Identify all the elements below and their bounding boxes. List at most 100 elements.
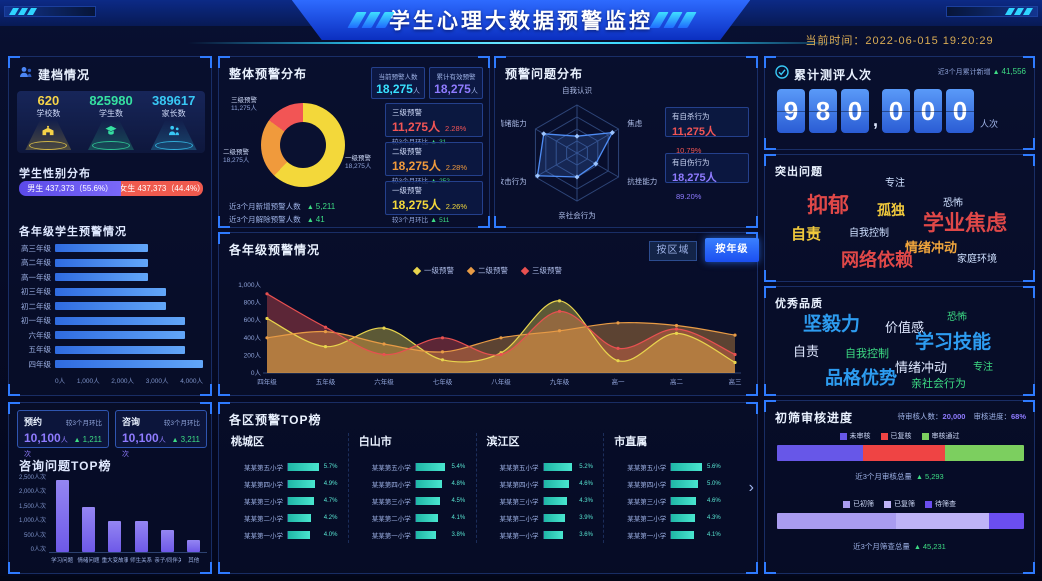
school-label: 某某第三小学 <box>499 498 539 506</box>
warning-card: 三级预警 11,275人 2.28% 较3个月环比▲31 <box>385 103 483 146</box>
school-label: 某某第五小学 <box>627 464 667 472</box>
bar <box>288 530 310 539</box>
bar <box>55 331 185 340</box>
stack-segment <box>777 445 864 461</box>
stat-label: 学生数 <box>99 109 123 118</box>
bar-pct: 4.1% <box>707 531 721 538</box>
warn-pct: 2.28% <box>445 163 467 172</box>
svg-text:高三: 高三 <box>729 377 743 386</box>
bar <box>415 462 446 471</box>
panel-qualities-cloud: 优秀品质 坚毅力 价值感 恐怖 学习技能 自责 自我控制 情绪冲动 专注 品格优势 亲社会行为 <box>764 286 1035 396</box>
flip-digit: 0 <box>946 89 975 133</box>
radar-stat-pct: 10.79% <box>676 146 702 155</box>
list-item: 某某第二小学 4.1% <box>359 509 468 526</box>
bar-pct: 4.5% <box>451 497 466 504</box>
table-row: 四年级 <box>19 357 203 372</box>
bar-pct: 4.8% <box>451 480 466 487</box>
bar-label: 初三年级 <box>21 287 51 297</box>
cloud-word: 亲社会行为 <box>911 378 966 390</box>
bar <box>543 513 565 522</box>
school-label: 某某第二小学 <box>244 515 283 523</box>
school-label: 某某第二小学 <box>371 515 411 523</box>
radar-stat-label: 有自伤行为 <box>672 158 710 167</box>
consult-top-chart: 2,500人次 2,000人次 1,500人次 1,000人次 500人次 0人次 学习问题… <box>17 473 207 569</box>
bar-track <box>414 496 449 505</box>
bar <box>543 496 568 505</box>
problems-title: 突出问题 <box>775 166 823 178</box>
legend-item: 三级预警 <box>520 265 562 276</box>
cloud-word: 专注 <box>885 178 905 189</box>
bar <box>543 479 569 488</box>
radar-stat-card: 有自伤行为 18,275人 89.20% <box>665 153 749 201</box>
panel-cumulative: 累计测评人次 近3个月累计新增 ▲ 41,556 9 8 0, 0 0 0 人次 <box>764 56 1035 150</box>
card-title: 咨询 <box>122 417 141 427</box>
warn-label: 二级预警 <box>392 147 422 156</box>
donut-label: 一级预警 18,275人 <box>345 155 372 170</box>
table-row: 高一年级 <box>19 270 203 285</box>
list-item: 某某第四小学 4.8% <box>359 475 468 492</box>
x-tick: 0人 <box>55 377 66 385</box>
cloud-word: 情绪冲动 <box>895 360 948 375</box>
filing-stat: 825980 学生数 <box>80 91 143 153</box>
svg-text:0人: 0人 <box>251 369 262 377</box>
bar-label: 六年级 <box>28 330 52 340</box>
cloud-word: 自我控制 <box>849 228 889 239</box>
warning-card: 二级预警 18,275人 2.28% 较3个月环比▲252 <box>385 142 483 185</box>
school-label: 某某第三小学 <box>371 498 411 506</box>
bar-track <box>55 244 203 253</box>
filing-stat: 620 学校数 <box>17 91 80 153</box>
bar <box>288 462 320 471</box>
legend-item: 一级预警 <box>412 265 454 276</box>
review-stack-bar-2 <box>777 513 1024 529</box>
trend-toggle-inactive[interactable]: 按区域 <box>649 241 697 261</box>
bar-label: 初二年级 <box>21 301 51 311</box>
y-tick: 1,000人次 <box>18 518 46 525</box>
bar-pct: 4.7% <box>323 497 338 504</box>
trend-toggle-active[interactable]: 按年级 <box>705 238 759 262</box>
stack-segment <box>989 513 1024 529</box>
bar <box>55 287 166 296</box>
bar-track <box>542 496 577 505</box>
warn-label: 一级预警 <box>392 186 422 195</box>
bar <box>671 479 699 488</box>
school-label: 某某第五小学 <box>371 464 411 472</box>
bar <box>671 462 702 471</box>
cloud-word: 抑郁 <box>807 194 849 217</box>
panel-district-top: 各区预警TOP榜 桃城区 某某第五小学 5.7% 某某第四小学 4.9% 某某第三小学… <box>218 402 758 574</box>
svg-text:600人: 600人 <box>244 316 262 324</box>
chevron-right-icon[interactable]: › <box>748 479 754 496</box>
donut-label: 三级预警 11,275人 <box>231 97 257 112</box>
trend-legend: 一级预警 二级预警 三级预警 <box>219 265 757 276</box>
bar-pct: 4.2% <box>323 514 338 521</box>
warning-donut-chart <box>261 103 345 187</box>
school-label: 某某第四小学 <box>627 481 667 489</box>
bar-pct: 4.3% <box>579 497 593 504</box>
school-label: 某某第二小学 <box>499 515 539 523</box>
bar-label: 高三年级 <box>21 243 51 253</box>
radar-title: 预警问题分布 <box>505 67 584 81</box>
list-item: 某某第一小学 4.0% <box>231 526 340 543</box>
filing-stat: 389617 家长数 <box>142 91 205 153</box>
trend-title: 各年级预警情况 <box>229 243 321 257</box>
filing-stats: 620 学校数 825980 学生数 389617 家长数 <box>17 91 205 153</box>
pending-value: 20,000 <box>942 412 966 421</box>
bar-track <box>55 273 203 282</box>
radar-stat-pct: 89.20% <box>676 192 702 201</box>
up-arrow-icon: ▲ <box>992 69 1000 76</box>
x-tick: 其他 <box>188 558 200 564</box>
svg-text:六年级: 六年级 <box>374 377 394 386</box>
radar-stat-value: 11,275人 <box>672 126 717 138</box>
flip-digit: 8 <box>809 89 837 133</box>
district-group: 市直属 某某第五小学 5.6% 某某第四小学 5.0% 某某第三小学 4.6% 某某第二… <box>603 433 731 543</box>
y-tick: 1,500人次 <box>18 503 46 510</box>
y-tick: 2,500人次 <box>18 475 46 481</box>
school-label: 某某第一小学 <box>627 532 667 540</box>
stack-segment <box>944 445 1024 461</box>
counter-unit: 人次 <box>980 119 999 129</box>
parent-icon <box>150 120 197 150</box>
donut-label: 二级预警 18,275人 <box>223 149 250 164</box>
bar-track <box>414 513 449 522</box>
stat-label: 学校数 <box>36 109 61 118</box>
list-item: 某某第二小学 4.2% <box>231 509 340 526</box>
table-row: 五年级 <box>19 343 203 358</box>
